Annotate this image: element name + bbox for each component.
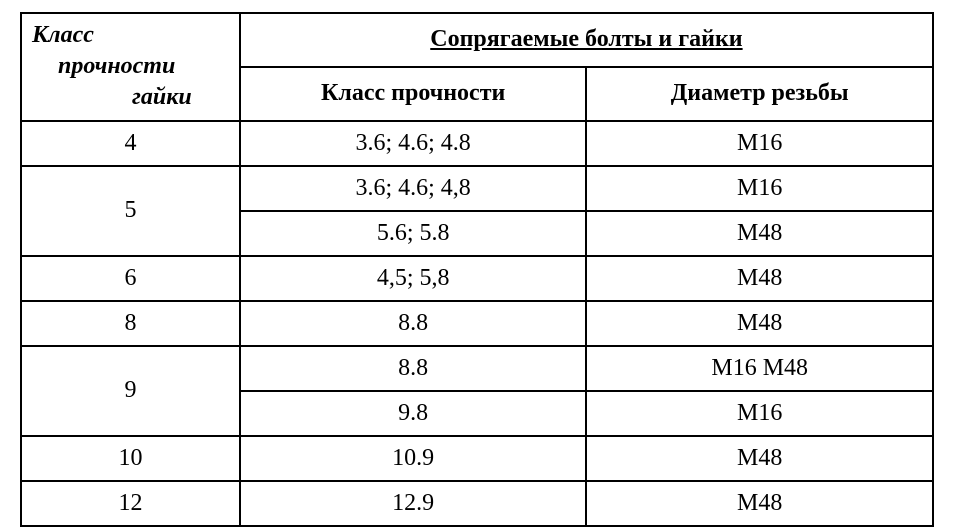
cell-diameter: M48 [586,436,933,481]
header-nut-class-l2: прочности [32,51,229,82]
table-row: 1212.9M48 [21,481,933,526]
table-row: 43.6; 4.6; 4.8M16 [21,121,933,166]
header-sub-diameter: Диаметр резьбы [586,67,933,121]
table-row: 53.6; 4.6; 4,8M16 [21,166,933,211]
table-row: 64,5; 5,8M48 [21,256,933,301]
cell-nut-class: 5 [21,166,240,256]
header-main: Сопрягаемые болты и гайки [240,13,933,67]
cell-diameter: M48 [586,211,933,256]
header-nut-class-l1: Класс [32,20,229,51]
cell-nut-class: 10 [21,436,240,481]
cell-nut-class: 8 [21,301,240,346]
cell-nut-class: 9 [21,346,240,436]
cell-diameter: M16 [586,121,933,166]
cell-nut-class: 4 [21,121,240,166]
header-nut-class-l3: гайки [32,82,229,113]
bolt-nut-table: Класс прочности гайки Сопрягаемые болты … [20,12,934,527]
cell-strength: 10.9 [240,436,587,481]
cell-diameter: M16 [586,166,933,211]
table-row: 98.8M16 M48 [21,346,933,391]
table-row: 1010.9M48 [21,436,933,481]
header-nut-class: Класс прочности гайки [21,13,240,121]
cell-strength: 3.6; 4.6; 4.8 [240,121,587,166]
cell-diameter: M16 [586,391,933,436]
table-header-row-1: Класс прочности гайки Сопрягаемые болты … [21,13,933,67]
table-row: 88.8M48 [21,301,933,346]
cell-nut-class: 6 [21,256,240,301]
cell-strength: 9.8 [240,391,587,436]
cell-strength: 12.9 [240,481,587,526]
cell-diameter: M48 [586,256,933,301]
cell-diameter: M48 [586,481,933,526]
cell-strength: 4,5; 5,8 [240,256,587,301]
header-sub-strength: Класс прочности [240,67,587,121]
cell-strength: 8.8 [240,346,587,391]
cell-nut-class: 12 [21,481,240,526]
cell-strength: 5.6; 5.8 [240,211,587,256]
cell-diameter: M48 [586,301,933,346]
cell-diameter: M16 M48 [586,346,933,391]
cell-strength: 3.6; 4.6; 4,8 [240,166,587,211]
cell-strength: 8.8 [240,301,587,346]
